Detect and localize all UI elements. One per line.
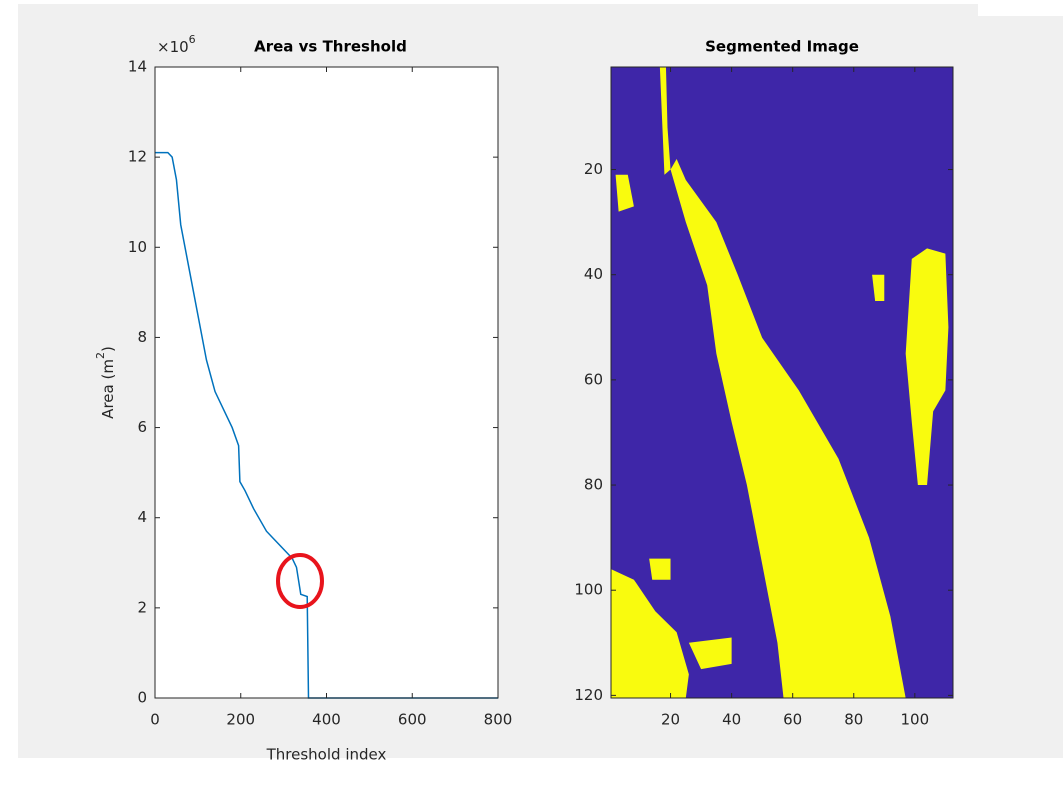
y-tick-label: 4 — [137, 508, 147, 526]
segmented-region — [615, 174, 634, 212]
y-tick-label: 12 — [128, 148, 147, 166]
x-tick-label: 0 — [150, 711, 160, 729]
x-tick-label: 60 — [783, 711, 802, 729]
y-tick-label: 20 — [584, 160, 603, 178]
y-tick-label: 6 — [137, 418, 147, 436]
axes-background — [155, 67, 498, 698]
x-tick-label: 80 — [844, 711, 863, 729]
y-axis-label-end: ) — [99, 346, 117, 352]
axes-box — [610, 66, 954, 699]
segmented-region — [611, 569, 689, 698]
x-tick-label: 20 — [661, 711, 680, 729]
x-tick-label: 400 — [312, 711, 341, 729]
y-tick-label: 40 — [584, 265, 603, 283]
x-tick-label: 800 — [484, 711, 513, 729]
segmented-region — [688, 637, 732, 670]
segmented-region — [670, 159, 906, 699]
x-tick-label: 600 — [398, 711, 427, 729]
y-axis-label-sup: 2 — [94, 352, 107, 359]
y-tick-label: 10 — [128, 238, 147, 256]
segmented-region — [659, 67, 671, 175]
exponent-base: ×10 — [157, 38, 189, 56]
y-tick-label: 80 — [584, 476, 603, 494]
exponent-power: 6 — [189, 33, 196, 46]
exponent-label: ×106 — [157, 33, 196, 56]
annotation-circle — [276, 553, 324, 609]
x-tick-label: 40 — [722, 711, 741, 729]
segmented-region — [905, 248, 949, 486]
y-tick-label: 120 — [574, 686, 603, 704]
segmented-region — [872, 274, 885, 301]
y-tick-label: 8 — [137, 328, 147, 346]
y-axis-label: Area (m2) — [94, 346, 117, 419]
axes-title: Area vs Threshold — [254, 38, 407, 56]
y-tick-label: 60 — [584, 370, 603, 388]
corner — [978, 0, 1063, 16]
y-tick-label: 100 — [574, 581, 603, 599]
x-tick-label: 200 — [226, 711, 255, 729]
segmented-region — [649, 558, 671, 580]
data-line — [155, 151, 498, 699]
x-tick-label: 100 — [901, 711, 930, 729]
x-axis-label: Threshold index — [266, 746, 387, 764]
y-tick-label: 0 — [137, 689, 147, 707]
y-tick-label: 2 — [137, 598, 147, 616]
axes-title: Segmented Image — [705, 38, 859, 56]
y-axis-label-text: Area (m — [99, 359, 117, 419]
y-tick-label: 14 — [128, 58, 147, 76]
